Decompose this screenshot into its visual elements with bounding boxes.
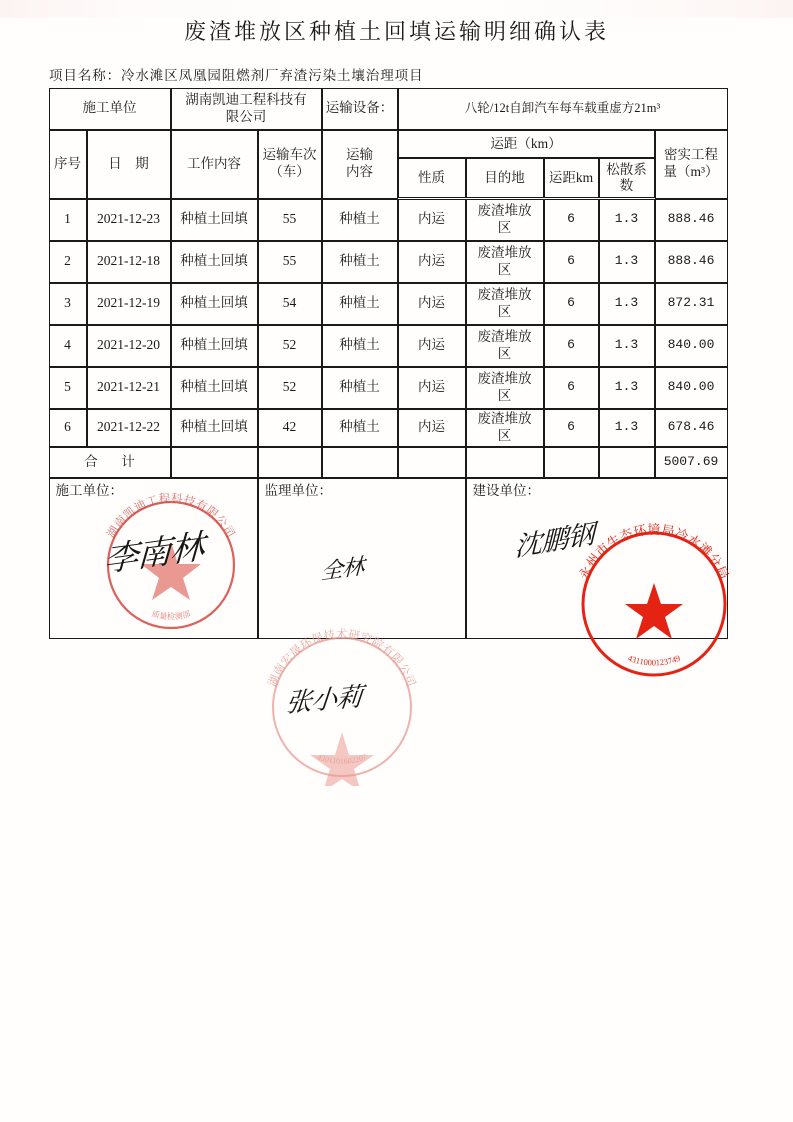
svg-text:质量检测部: 质量检测部 [151, 608, 191, 621]
svg-text:张小莉: 张小莉 [284, 682, 367, 718]
svg-text:沈鹏钢: 沈鹏钢 [515, 518, 600, 562]
svg-text:全林: 全林 [320, 553, 367, 584]
svg-text:李南林: 李南林 [103, 528, 210, 580]
svg-text:4311000123749: 4311000123749 [627, 653, 682, 668]
